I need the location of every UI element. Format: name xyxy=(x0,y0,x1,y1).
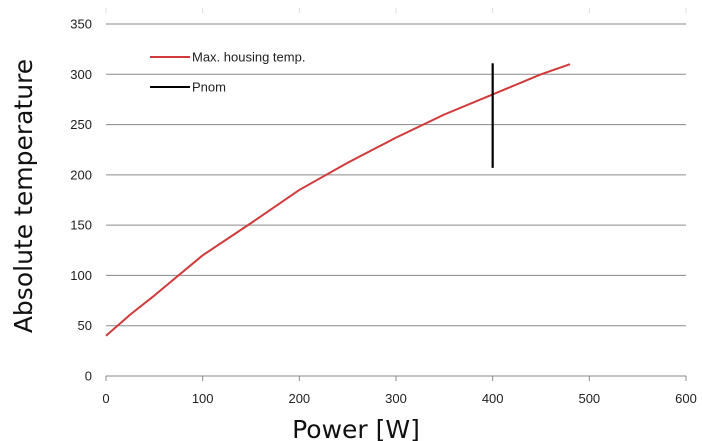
x-tick-label-0: 0 xyxy=(102,391,109,406)
series-line-max-housing-temp xyxy=(105,63,571,337)
legend-label-pnom: Pnom xyxy=(192,80,226,95)
x-axis-title: Power [W] xyxy=(292,415,420,441)
y-axis-title: Absolute temperature xyxy=(9,59,38,333)
x-tick-label-500: 500 xyxy=(578,391,600,406)
y-tick-label-150: 150 xyxy=(70,218,92,233)
x-tick-label-600: 600 xyxy=(675,391,697,406)
legend-label-max-housing-temp: Max. housing temp. xyxy=(192,50,305,65)
x-tick-label-400: 400 xyxy=(482,391,504,406)
y-tick-label-300: 300 xyxy=(70,67,92,82)
y-tick-label-200: 200 xyxy=(70,167,92,182)
series xyxy=(105,63,571,337)
x-tick-label-300: 300 xyxy=(385,391,407,406)
y-tick-label-100: 100 xyxy=(70,268,92,283)
x-tick-label-100: 100 xyxy=(192,391,214,406)
y-tick-label-50: 50 xyxy=(78,318,92,333)
legend: Max. housing temp. Pnom xyxy=(150,50,305,95)
tick-labels: 0 50 100 150 200 250 300 350 0 100 200 300 400 500 600 xyxy=(70,17,697,407)
y-tick-label-250: 250 xyxy=(70,117,92,132)
grid xyxy=(106,23,686,327)
x-tick-label-200: 200 xyxy=(288,391,310,406)
y-tick-label-0: 0 xyxy=(85,369,92,384)
y-tick-label-350: 350 xyxy=(70,17,92,32)
axes xyxy=(105,8,687,381)
